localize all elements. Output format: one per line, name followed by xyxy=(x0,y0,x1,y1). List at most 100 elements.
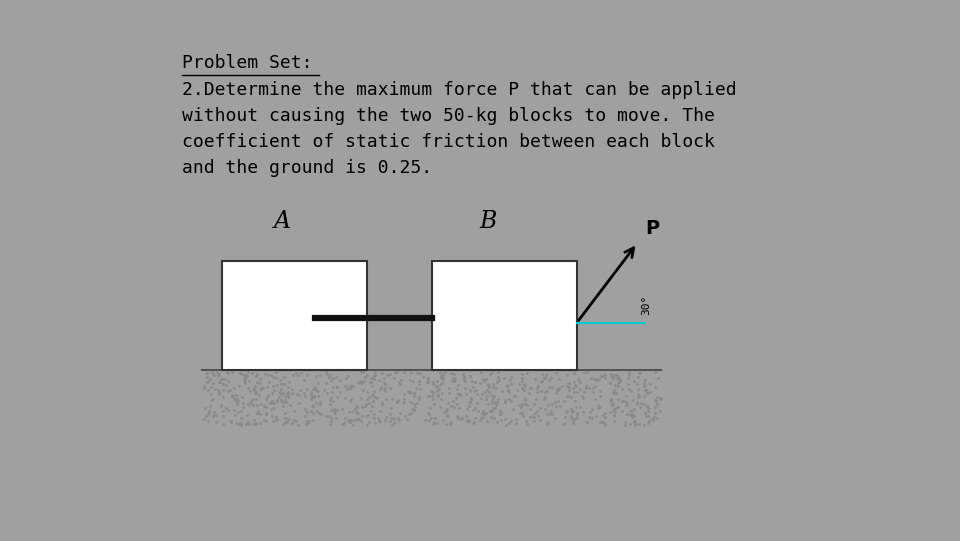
Point xyxy=(248,394,263,403)
Point xyxy=(318,411,333,420)
Point xyxy=(361,418,376,426)
Point xyxy=(475,406,491,415)
Point xyxy=(269,414,284,423)
Point xyxy=(213,401,228,410)
Point xyxy=(588,381,603,390)
Point xyxy=(474,408,490,417)
Point xyxy=(514,400,529,408)
Point xyxy=(206,410,222,419)
Point xyxy=(426,418,442,427)
Point xyxy=(604,401,619,410)
Point xyxy=(420,378,436,387)
Point xyxy=(250,408,265,417)
Point xyxy=(213,374,228,383)
Point xyxy=(609,371,624,379)
Point xyxy=(284,418,300,427)
Point xyxy=(244,399,259,407)
Point xyxy=(489,384,504,392)
Point xyxy=(270,380,285,389)
Point xyxy=(211,370,227,378)
Point xyxy=(581,413,596,421)
Point xyxy=(248,372,263,380)
Point xyxy=(597,412,612,421)
Point xyxy=(250,369,265,378)
Point xyxy=(203,401,218,410)
Point xyxy=(533,377,548,386)
Point xyxy=(337,393,352,402)
Point xyxy=(639,388,655,397)
Point xyxy=(550,385,565,394)
Point xyxy=(522,404,538,413)
Point xyxy=(273,376,288,385)
Point xyxy=(325,382,341,391)
Point xyxy=(205,370,221,379)
Point xyxy=(213,402,228,411)
Point xyxy=(509,385,524,394)
Point xyxy=(554,381,569,390)
Point xyxy=(567,381,583,390)
Point xyxy=(203,375,218,384)
Point xyxy=(617,418,633,426)
Point xyxy=(512,400,527,409)
Point xyxy=(580,418,595,426)
Point xyxy=(205,394,221,403)
Point xyxy=(457,384,472,392)
Point xyxy=(200,417,215,426)
Point xyxy=(654,393,669,402)
Point xyxy=(602,408,617,417)
Point xyxy=(376,374,392,382)
Point xyxy=(569,388,585,397)
Point xyxy=(503,376,518,385)
Point xyxy=(481,380,496,388)
Point xyxy=(374,399,390,408)
Point xyxy=(319,388,334,397)
Point xyxy=(313,398,328,406)
Point xyxy=(343,384,358,392)
Point xyxy=(263,371,278,379)
Point xyxy=(344,381,359,390)
Point xyxy=(603,397,618,405)
Point xyxy=(536,394,551,403)
Point xyxy=(435,415,450,424)
Point xyxy=(264,397,279,406)
Point xyxy=(622,420,637,428)
Point xyxy=(296,376,311,385)
Point xyxy=(340,371,355,380)
Point xyxy=(215,407,230,415)
Point xyxy=(610,374,625,383)
Point xyxy=(272,393,287,402)
Point xyxy=(433,403,448,411)
Point xyxy=(638,412,654,420)
Point xyxy=(626,405,641,413)
Text: P: P xyxy=(645,219,660,238)
Point xyxy=(252,419,268,427)
Point xyxy=(242,387,257,395)
Point xyxy=(253,400,269,409)
Point xyxy=(617,420,633,429)
Point xyxy=(325,405,341,413)
Point xyxy=(592,392,608,400)
Point xyxy=(201,386,216,394)
Point xyxy=(306,393,322,402)
Point xyxy=(467,378,482,386)
Point xyxy=(428,381,444,390)
Point xyxy=(252,374,268,383)
Point xyxy=(362,392,377,401)
Point xyxy=(572,385,588,393)
Point xyxy=(446,403,462,412)
Point xyxy=(576,393,591,402)
Point xyxy=(316,386,331,394)
Point xyxy=(540,383,556,392)
Point xyxy=(360,387,375,396)
Point xyxy=(237,370,252,379)
Point xyxy=(625,396,640,405)
Point xyxy=(522,384,538,392)
Point xyxy=(629,400,644,408)
Point xyxy=(544,382,560,391)
Bar xyxy=(222,261,367,370)
Point xyxy=(562,386,577,394)
Text: and the ground is 0.25.: and the ground is 0.25. xyxy=(181,159,432,177)
Point xyxy=(264,388,279,397)
Point xyxy=(372,385,387,393)
Point xyxy=(526,417,541,426)
